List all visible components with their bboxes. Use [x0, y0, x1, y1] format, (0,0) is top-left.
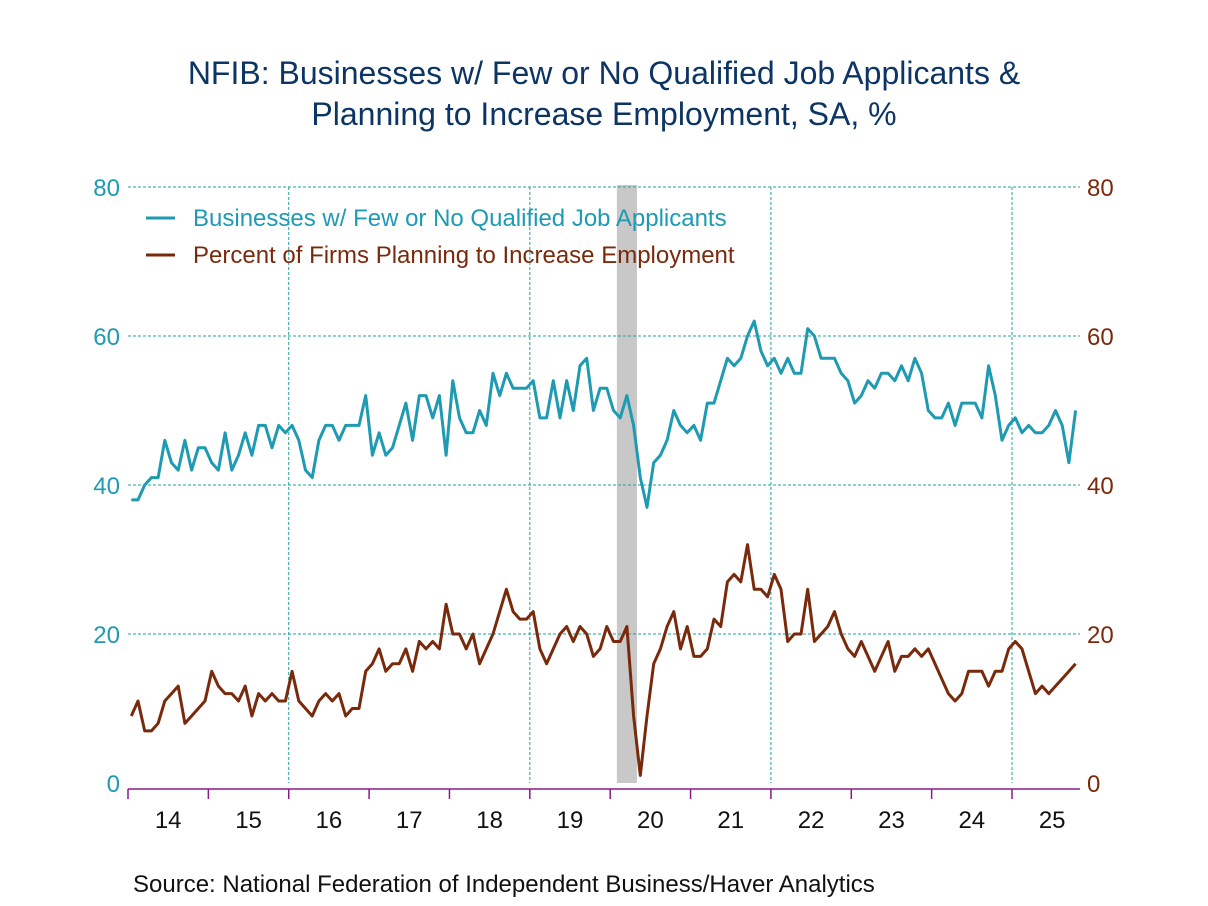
- y-tick-right-label: 20: [1087, 622, 1114, 649]
- x-tick-label: 22: [798, 807, 825, 834]
- axes: [127, 788, 1080, 799]
- series-line-1: [131, 319, 1078, 509]
- x-tick-label: 25: [1039, 807, 1066, 834]
- series-lines: [129, 319, 1078, 777]
- x-tick-label: 20: [637, 807, 664, 834]
- y-axis-left-labels: 0 20 40 60 80: [93, 175, 120, 798]
- y-tick-left-label: 60: [93, 324, 120, 351]
- y-tick-right-label: 80: [1087, 175, 1114, 202]
- x-tick-label: 19: [557, 807, 584, 834]
- y-tick-right-label: 40: [1087, 473, 1114, 500]
- source-note: Source: National Federation of Independe…: [133, 871, 875, 898]
- recession-shading: [616, 185, 637, 783]
- legend-label-series-1: Businesses w/ Few or No Qualified Job Ap…: [193, 205, 727, 232]
- x-tick-label: 16: [316, 807, 343, 834]
- chart-title-line-1: NFIB: Businesses w/ Few or No Qualified …: [187, 55, 1021, 91]
- x-axis-labels: 14 15 16 17 18 19 20 21 22 23 24 25: [155, 807, 1066, 834]
- y-tick-left-label: 80: [93, 175, 120, 202]
- y-tick-right-label: 0: [1087, 771, 1100, 798]
- chart-title-line-2: Planning to Increase Employment, SA, %: [311, 96, 897, 132]
- x-tick-label: 24: [958, 807, 985, 834]
- series-line-2: [129, 543, 1077, 777]
- x-tick-label: 17: [396, 807, 423, 834]
- y-tick-left-label: 0: [107, 771, 120, 798]
- y-tick-left-label: 40: [93, 473, 120, 500]
- recession-band: [616, 185, 637, 783]
- x-tick-label: 18: [476, 807, 503, 834]
- y-tick-left-label: 20: [93, 622, 120, 649]
- x-tick-label: 14: [155, 807, 182, 834]
- x-tick-label: 23: [878, 807, 905, 834]
- y-axis-right-labels: 0 20 40 60 80: [1087, 175, 1114, 798]
- x-tick-label: 21: [717, 807, 744, 834]
- legend: Businesses w/ Few or No Qualified Job Ap…: [146, 205, 735, 269]
- y-tick-right-label: 60: [1087, 324, 1114, 351]
- x-tick-label: 15: [235, 807, 262, 834]
- legend-label-series-2: Percent of Firms Planning to Increase Em…: [193, 242, 735, 269]
